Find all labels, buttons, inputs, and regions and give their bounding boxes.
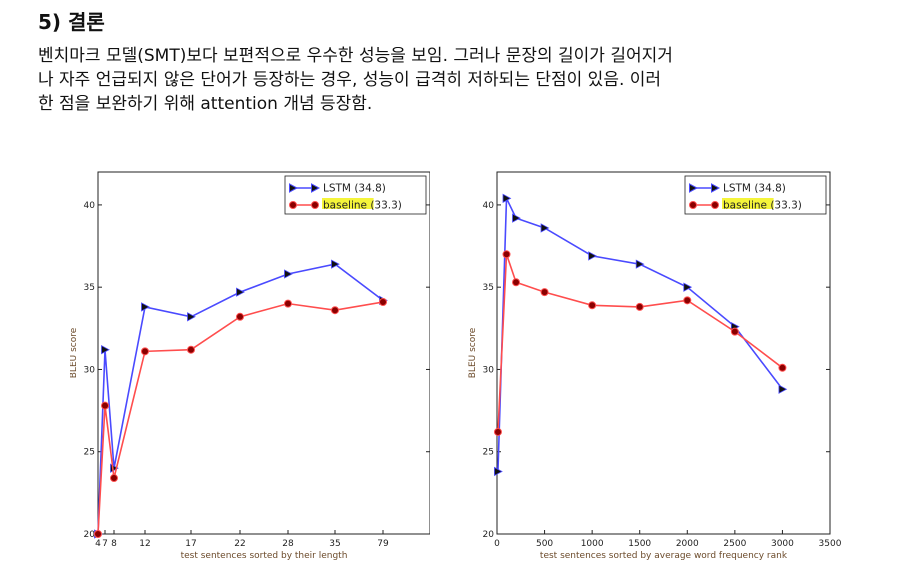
legend-marker bbox=[311, 201, 319, 209]
conclusion-paragraph: 벤치마크 모델(SMT)보다 보편적으로 우수한 성능을 보임. 그러나 문장의… bbox=[38, 44, 883, 116]
data-point-baseline bbox=[588, 301, 597, 310]
y-tick-label: 30 bbox=[84, 365, 96, 375]
y-tick-label: 35 bbox=[483, 283, 494, 293]
legend-label: LSTM (34.8) bbox=[323, 183, 386, 195]
x-tick-label: 12 bbox=[139, 539, 150, 549]
x-tick-label: 500 bbox=[536, 539, 553, 549]
x-axis-label: test sentences sorted by their length bbox=[181, 551, 348, 561]
y-axis-label: BLEU score bbox=[70, 327, 79, 378]
bleu-by-frequency-chart: 20 25 30 35 40 0 500 1000 1500 2000 2500 3000 3500 te… bbox=[468, 171, 842, 561]
x-tick-label: 79 bbox=[377, 539, 389, 549]
data-point-baseline bbox=[141, 347, 149, 356]
data-point-lstm bbox=[141, 302, 150, 312]
data-point-baseline bbox=[512, 278, 521, 287]
x-tick-label: 0 bbox=[494, 539, 500, 549]
y-axis-label: BLEU score bbox=[468, 327, 478, 378]
data-point-baseline bbox=[94, 530, 102, 538]
y-tick-label: 25 bbox=[483, 448, 494, 458]
plot-area: 20 25 30 35 40 0 500 1000 1500 2000 2500 3000 3500 te… bbox=[468, 171, 842, 561]
plot-frame bbox=[97, 171, 430, 535]
data-point-lstm bbox=[502, 193, 512, 203]
bleu-by-length-chart: 20 25 30 35 40 4 7 8 12 17 22 28 35 79 test sentences … bbox=[70, 171, 430, 561]
plot-area: 20 25 30 35 40 4 7 8 12 17 22 28 35 79 test sentences … bbox=[70, 171, 430, 561]
y-tick-label: 40 bbox=[84, 201, 96, 211]
legend-highlight bbox=[722, 198, 774, 209]
paragraph-line: 벤치마크 모델(SMT)보다 보편적으로 우수한 성능을 보임. 그러나 문장의… bbox=[38, 46, 673, 66]
data-point-baseline bbox=[502, 250, 511, 259]
data-point-baseline bbox=[236, 312, 244, 321]
x-tick-label: 1000 bbox=[581, 539, 604, 549]
y-tick-label: 40 bbox=[483, 201, 495, 211]
data-point-baseline bbox=[187, 345, 195, 354]
data-point-baseline bbox=[493, 427, 502, 436]
data-point-lstm bbox=[331, 259, 340, 269]
legend-marker bbox=[711, 201, 719, 209]
legend-label: baseline (33.3) bbox=[323, 200, 402, 212]
data-point-baseline bbox=[101, 401, 109, 410]
legend-marker bbox=[689, 183, 699, 193]
y-tick-label: 20 bbox=[483, 530, 495, 540]
x-tick-label: 28 bbox=[282, 539, 294, 549]
legend-marker bbox=[711, 183, 721, 193]
y-tick-label: 30 bbox=[483, 365, 495, 375]
paragraph-line: 나 자주 언급되지 않은 단어가 등장하는 경우, 성능이 급격히 저하되는 단… bbox=[38, 70, 662, 90]
series-line-baseline bbox=[497, 254, 783, 433]
paragraph-line: 한 점을 보완하기 위해 attention 개념 등장함. bbox=[38, 94, 373, 114]
legend-value: (34.8) bbox=[354, 183, 386, 195]
series-line-baseline bbox=[97, 301, 384, 535]
legend-marker bbox=[311, 183, 321, 193]
legend-value: (34.8) bbox=[754, 183, 786, 195]
data-point-lstm bbox=[778, 384, 788, 394]
data-point-lstm bbox=[683, 282, 693, 292]
data-point-lstm bbox=[284, 269, 293, 279]
legend-highlight bbox=[322, 198, 374, 209]
legend-marker bbox=[289, 201, 297, 209]
data-point-lstm bbox=[588, 251, 597, 261]
legend-label: baseline (33.3) bbox=[723, 200, 802, 212]
x-tick-label: 3500 bbox=[819, 539, 842, 549]
data-point-baseline bbox=[635, 302, 644, 311]
series-line-lstm bbox=[97, 263, 384, 535]
y-tick-label: 20 bbox=[84, 530, 96, 540]
legend-marker bbox=[289, 183, 299, 193]
data-point-baseline bbox=[379, 297, 387, 306]
y-tick-label: 25 bbox=[84, 448, 95, 458]
data-point-baseline bbox=[730, 327, 739, 336]
x-axis-label: test sentences sorted by average word fr… bbox=[540, 551, 788, 561]
x-tick-label: 4 bbox=[95, 539, 101, 549]
data-point-lstm bbox=[236, 287, 245, 297]
legend: LSTM (34.8) baseline (33.3) bbox=[684, 175, 827, 215]
data-point-baseline bbox=[284, 299, 292, 308]
data-point-lstm bbox=[512, 213, 521, 223]
data-point-lstm bbox=[494, 466, 503, 477]
y-tick-label: 35 bbox=[84, 283, 95, 293]
data-point-lstm bbox=[101, 345, 110, 355]
data-point-baseline bbox=[778, 363, 787, 372]
data-point-baseline bbox=[110, 474, 118, 483]
data-point-baseline bbox=[683, 296, 692, 305]
x-tick-label: 3000 bbox=[771, 539, 794, 549]
section-heading: 5) 결론 bbox=[38, 10, 105, 34]
plot-frame bbox=[496, 171, 831, 535]
x-tick-label: 2000 bbox=[676, 539, 699, 549]
x-tick-label: 22 bbox=[234, 539, 245, 549]
data-point-lstm bbox=[187, 312, 196, 322]
x-tick-label: 1500 bbox=[628, 539, 651, 549]
legend: LSTM (34.8) baseline (33.3) bbox=[284, 175, 427, 215]
x-tick-label: 7 bbox=[102, 539, 108, 549]
data-point-lstm bbox=[540, 223, 550, 233]
data-point-baseline bbox=[540, 288, 549, 297]
legend-marker bbox=[689, 201, 697, 209]
x-tick-label: 8 bbox=[111, 539, 117, 549]
data-point-baseline bbox=[331, 306, 339, 315]
data-point-lstm bbox=[635, 259, 645, 269]
legend-value: (33.3) bbox=[370, 200, 402, 212]
legend-value: (33.3) bbox=[770, 200, 802, 212]
legend-label: LSTM (34.8) bbox=[723, 183, 786, 195]
x-tick-label: 2500 bbox=[723, 539, 746, 549]
x-tick-label: 35 bbox=[329, 539, 340, 549]
x-tick-label: 17 bbox=[185, 539, 196, 549]
